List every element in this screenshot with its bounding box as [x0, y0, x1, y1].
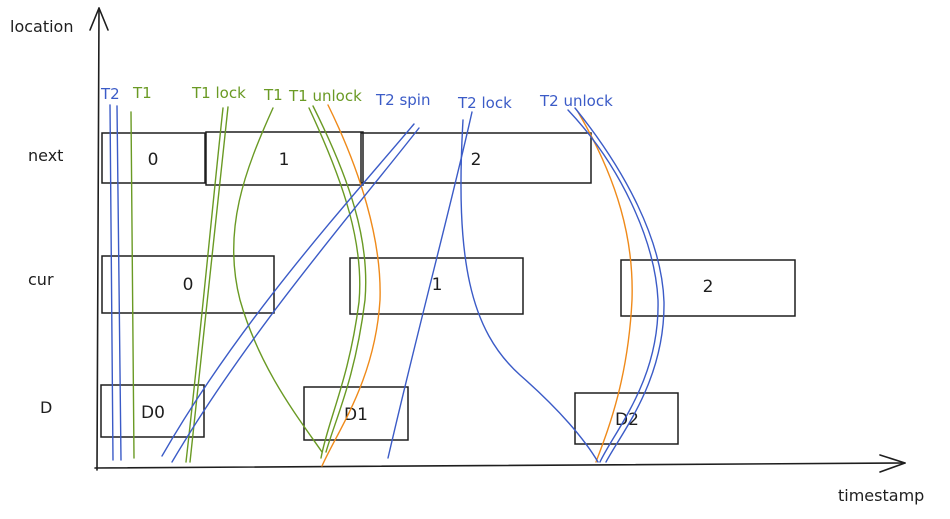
next-cell-2-value: 2 — [471, 150, 482, 170]
annotation-t2-start: T2 — [100, 85, 120, 103]
t1-unlock-line-a — [312, 105, 367, 453]
d-cell-0-value: D0 — [141, 403, 165, 423]
next-cell-2 — [360, 132, 592, 184]
next-cell-1-value: 1 — [279, 150, 290, 170]
t2-start-line-a — [109, 104, 114, 461]
annotation-t2-unlock: T2 unlock — [539, 92, 613, 110]
d-cell-2 — [574, 392, 679, 445]
t2-start-line-b — [116, 105, 122, 461]
x-axis — [94, 462, 906, 469]
highlight-lines — [321, 104, 633, 467]
t2-spin-line-a — [161, 123, 415, 457]
annotation-t1-start: T1 — [132, 84, 152, 102]
cur-cell-0 — [101, 255, 275, 314]
row-label-d: D — [40, 398, 52, 417]
cur-cell-1-value: 1 — [432, 275, 443, 295]
cur-cell-2 — [620, 259, 796, 317]
y-axis-arrowhead — [89, 7, 109, 31]
annotations: T2 T1 T1 lock T1 T1 unlock T2 spin T2 lo… — [100, 84, 613, 112]
d-cell-1 — [303, 386, 409, 441]
t2-lock-line-a — [387, 111, 473, 459]
unlock-highlight-line-2 — [577, 111, 633, 463]
y-axis-label: location — [10, 17, 73, 36]
t1-lines — [130, 105, 367, 463]
t1-unlock-line-b — [308, 107, 361, 459]
annotation-t2-lock: T2 lock — [457, 94, 512, 112]
t1-lock-line-a — [189, 106, 229, 463]
annotation-t1-mid: T1 — [263, 86, 283, 104]
next-cell-1 — [205, 131, 364, 186]
row-label-next: next — [28, 146, 63, 165]
annotation-t1-lock: T1 lock — [191, 84, 246, 102]
t2-unlock-line-a — [567, 109, 659, 463]
t2-spin-line-b — [171, 127, 420, 463]
t2-lock-line-b — [460, 119, 599, 463]
unlock-highlight-line-1 — [321, 104, 381, 467]
annotation-t2-spin: T2 spin — [375, 91, 431, 109]
x-axis-label: timestamp — [838, 486, 924, 505]
annotation-t1-unlock: T1 unlock — [288, 87, 362, 105]
t2-unlock-line-b — [574, 107, 665, 463]
cur-cell-0-value: 0 — [183, 275, 194, 295]
row-label-cur: cur — [28, 270, 54, 289]
next-cell-0 — [101, 132, 206, 184]
x-axis-arrowhead — [879, 454, 906, 473]
next-cell-0-value: 0 — [148, 150, 159, 170]
t1-wave-line — [232, 107, 323, 453]
y-axis — [96, 7, 100, 471]
cur-cell-2-value: 2 — [703, 277, 714, 297]
t2-lines — [109, 104, 665, 463]
t1-start-line — [130, 111, 135, 459]
